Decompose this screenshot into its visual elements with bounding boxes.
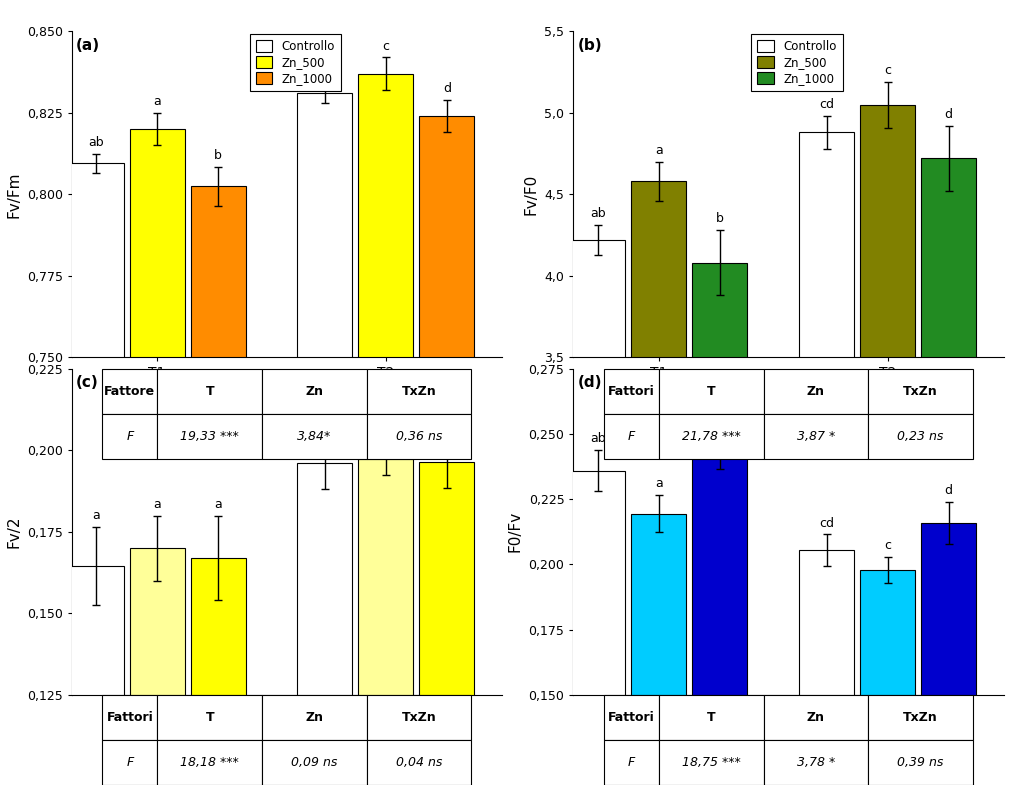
Bar (69, 566, 124, 695)
Text: c: c (382, 39, 389, 53)
Text: cd: cd (317, 66, 333, 78)
Y-axis label: F0/Fv: F0/Fv (508, 511, 523, 553)
Bar (692, 444, 748, 695)
Bar (69, 163, 124, 357)
Y-axis label: Fv/F0: Fv/F0 (524, 173, 539, 215)
Text: a: a (154, 95, 161, 108)
Bar (130, 548, 184, 695)
Legend: Controllo, Zn_500, Zn_1000: Controllo, Zn_500, Zn_1000 (250, 34, 341, 91)
Bar (297, 463, 352, 695)
Bar (420, 462, 474, 695)
Text: b: b (382, 425, 390, 437)
Bar (420, 116, 474, 357)
Bar (358, 74, 414, 357)
Bar (570, 470, 626, 695)
Text: a: a (655, 144, 663, 157)
Bar (860, 104, 915, 357)
Text: (b): (b) (578, 38, 602, 53)
Text: a: a (92, 509, 100, 522)
Legend: Controllo, Zn_500, Zn_1000: Controllo, Zn_500, Zn_1000 (250, 371, 341, 429)
Text: b: b (443, 418, 451, 431)
Text: cd: cd (819, 517, 835, 530)
Text: a: a (214, 498, 222, 511)
Legend: Controllo, Zn_500, Zn_1000: Controllo, Zn_500, Zn_1000 (752, 371, 843, 429)
Text: (c): (c) (76, 375, 98, 390)
Bar (860, 570, 915, 695)
Text: (d): (d) (578, 375, 602, 390)
Text: b: b (214, 148, 222, 162)
Bar (922, 523, 976, 695)
Y-axis label: Fv/Fm: Fv/Fm (6, 171, 22, 217)
Text: b: b (716, 212, 724, 225)
Text: d: d (442, 82, 451, 95)
Text: ab: ab (590, 432, 605, 445)
Text: a: a (655, 477, 663, 491)
Bar (190, 186, 246, 357)
Bar (922, 159, 976, 357)
Text: b: b (716, 400, 724, 412)
Bar (130, 130, 184, 357)
Legend: Controllo, Zn_500, Zn_1000: Controllo, Zn_500, Zn_1000 (752, 34, 843, 91)
Bar (632, 513, 686, 695)
Bar (297, 93, 352, 357)
Text: c: c (884, 539, 891, 552)
Bar (358, 458, 414, 695)
Text: d: d (944, 108, 952, 121)
Text: a: a (154, 498, 161, 511)
Bar (190, 558, 246, 695)
Y-axis label: Fv/2: Fv/2 (6, 516, 22, 548)
Bar (692, 263, 748, 357)
Text: c: c (884, 64, 891, 77)
Text: b: b (321, 419, 329, 433)
Bar (799, 550, 854, 695)
Text: cd: cd (819, 98, 835, 111)
Bar (570, 240, 626, 357)
Bar (632, 181, 686, 357)
Text: (a): (a) (76, 38, 100, 53)
Bar (799, 133, 854, 357)
Text: ab: ab (88, 136, 103, 148)
Text: d: d (944, 484, 952, 497)
Text: ab: ab (590, 207, 605, 221)
